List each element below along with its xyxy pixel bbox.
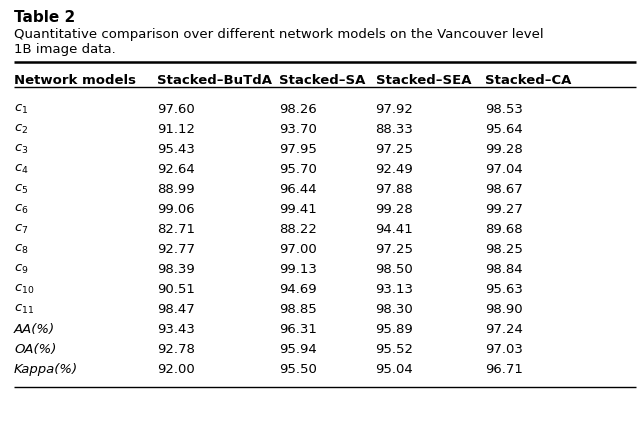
Text: 88.33: 88.33 <box>376 123 413 136</box>
Text: 95.63: 95.63 <box>485 283 523 296</box>
Text: 97.60: 97.60 <box>157 103 195 116</box>
Text: 92.78: 92.78 <box>157 343 195 356</box>
Text: $c_{1}$: $c_{1}$ <box>14 103 28 116</box>
Text: 93.13: 93.13 <box>376 283 413 296</box>
Text: $c_{11}$: $c_{11}$ <box>14 303 34 316</box>
Text: 97.24: 97.24 <box>485 323 523 336</box>
Text: 94.41: 94.41 <box>376 223 413 236</box>
Text: 88.22: 88.22 <box>279 223 317 236</box>
Text: Stacked–BuTdA: Stacked–BuTdA <box>157 74 272 87</box>
Text: 99.28: 99.28 <box>376 203 413 216</box>
Text: 95.52: 95.52 <box>376 343 413 356</box>
Text: 97.92: 97.92 <box>376 103 413 116</box>
Text: 98.30: 98.30 <box>376 303 413 316</box>
Text: 95.94: 95.94 <box>279 343 317 356</box>
Text: 98.39: 98.39 <box>157 263 195 276</box>
Text: 1B image data.: 1B image data. <box>14 43 116 56</box>
Text: 94.69: 94.69 <box>279 283 317 296</box>
Text: 93.70: 93.70 <box>279 123 317 136</box>
Text: 90.51: 90.51 <box>157 283 195 296</box>
Text: Quantitative comparison over different network models on the Vancouver level: Quantitative comparison over different n… <box>14 28 544 41</box>
Text: $c_{2}$: $c_{2}$ <box>14 123 28 136</box>
Text: 98.26: 98.26 <box>279 103 317 116</box>
Text: 89.68: 89.68 <box>485 223 523 236</box>
Text: 98.84: 98.84 <box>485 263 523 276</box>
Text: $c_{10}$: $c_{10}$ <box>14 283 35 296</box>
Text: 88.99: 88.99 <box>157 183 195 196</box>
Text: 97.88: 97.88 <box>376 183 413 196</box>
Text: 97.25: 97.25 <box>376 143 413 156</box>
Text: 98.85: 98.85 <box>279 303 317 316</box>
Text: 92.49: 92.49 <box>376 163 413 176</box>
Text: 95.64: 95.64 <box>485 123 523 136</box>
Text: Kappa(%): Kappa(%) <box>14 363 78 376</box>
Text: $c_{3}$: $c_{3}$ <box>14 143 28 156</box>
Text: 93.43: 93.43 <box>157 323 195 336</box>
Text: 98.90: 98.90 <box>485 303 523 316</box>
Text: 95.43: 95.43 <box>157 143 195 156</box>
Text: 99.28: 99.28 <box>485 143 523 156</box>
Text: Stacked–SEA: Stacked–SEA <box>376 74 471 87</box>
Text: Network models: Network models <box>14 74 136 87</box>
Text: 99.06: 99.06 <box>157 203 195 216</box>
Text: 99.27: 99.27 <box>485 203 523 216</box>
Text: 98.47: 98.47 <box>157 303 195 316</box>
Text: AA(%): AA(%) <box>14 323 55 336</box>
Text: 98.25: 98.25 <box>485 243 523 256</box>
Text: OA(%): OA(%) <box>14 343 56 356</box>
Text: $c_{5}$: $c_{5}$ <box>14 183 28 196</box>
Text: 96.71: 96.71 <box>485 363 523 376</box>
Text: $c_{4}$: $c_{4}$ <box>14 163 29 176</box>
Text: 91.12: 91.12 <box>157 123 195 136</box>
Text: $c_{8}$: $c_{8}$ <box>14 243 29 256</box>
Text: 98.53: 98.53 <box>485 103 523 116</box>
Text: Table 2: Table 2 <box>14 10 75 25</box>
Text: 99.13: 99.13 <box>279 263 317 276</box>
Text: 97.95: 97.95 <box>279 143 317 156</box>
Text: 97.04: 97.04 <box>485 163 523 176</box>
Text: $c_{7}$: $c_{7}$ <box>14 223 28 236</box>
Text: Stacked–SA: Stacked–SA <box>279 74 366 87</box>
Text: 96.31: 96.31 <box>279 323 317 336</box>
Text: 97.00: 97.00 <box>279 243 317 256</box>
Text: 96.44: 96.44 <box>279 183 317 196</box>
Text: 97.03: 97.03 <box>485 343 523 356</box>
Text: 92.00: 92.00 <box>157 363 195 376</box>
Text: Stacked–CA: Stacked–CA <box>485 74 571 87</box>
Text: 98.50: 98.50 <box>376 263 413 276</box>
Text: $c_{6}$: $c_{6}$ <box>14 203 29 216</box>
Text: 97.25: 97.25 <box>376 243 413 256</box>
Text: 92.64: 92.64 <box>157 163 195 176</box>
Text: 98.67: 98.67 <box>485 183 523 196</box>
Text: $c_{9}$: $c_{9}$ <box>14 263 29 276</box>
Text: 95.50: 95.50 <box>279 363 317 376</box>
Text: 95.89: 95.89 <box>376 323 413 336</box>
Text: 82.71: 82.71 <box>157 223 195 236</box>
Text: 99.41: 99.41 <box>279 203 317 216</box>
Text: 92.77: 92.77 <box>157 243 195 256</box>
Text: 95.70: 95.70 <box>279 163 317 176</box>
Text: 95.04: 95.04 <box>376 363 413 376</box>
